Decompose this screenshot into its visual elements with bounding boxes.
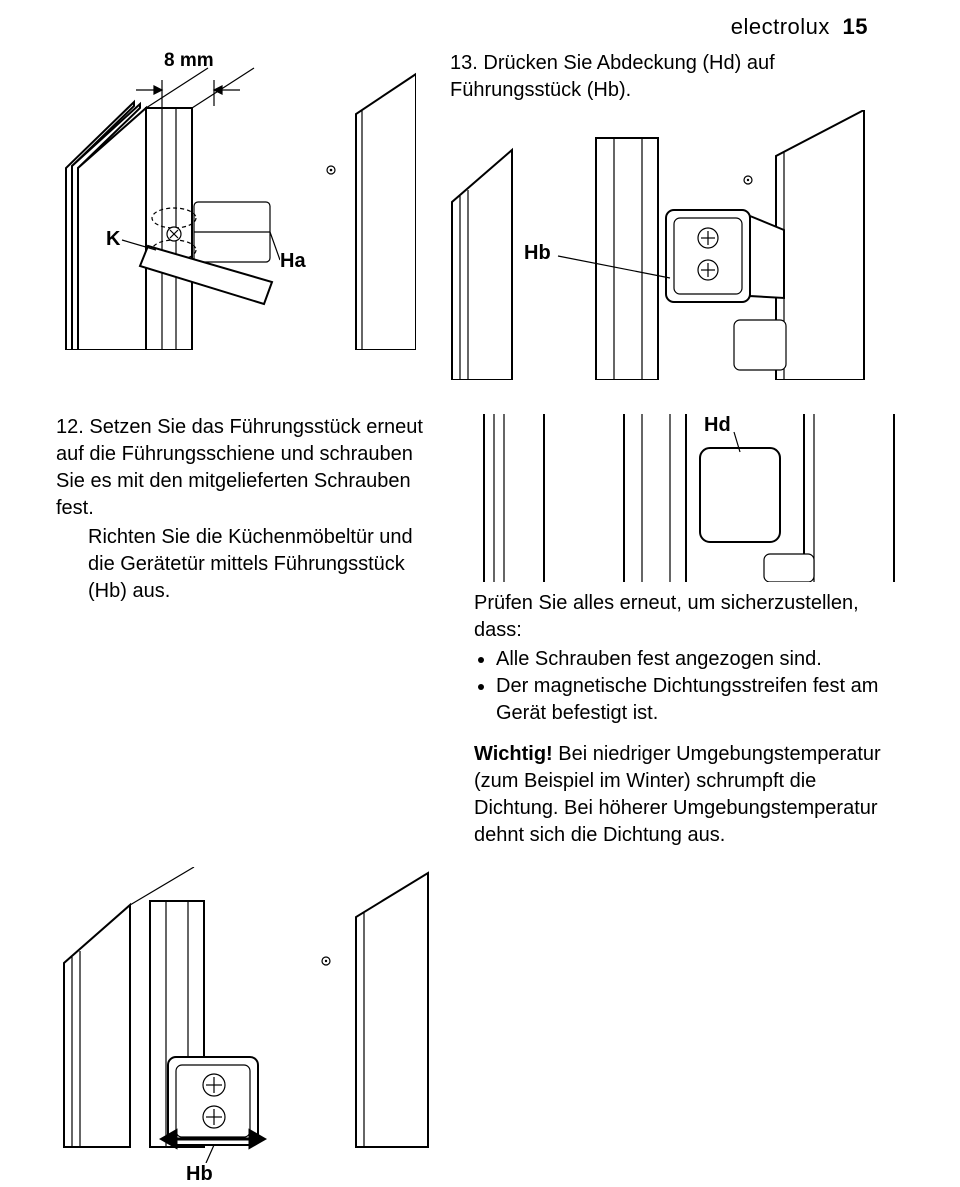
important-block: Wichtig! Bei niedriger Umgebungstemperat… [474,741,904,849]
figure-step12-top-svg [56,50,416,350]
mid-right-col: Hd [474,414,904,849]
label-K: K [106,228,120,251]
label-Hb-top: Hb [524,242,551,265]
check-intro: Prüfen Sie alles erneut, um sicherzustel… [474,590,904,644]
step12-number: 12. [56,416,84,438]
step12-body-a: Setzen Sie das Führungsstück erneut auf … [56,416,423,519]
important-label: Wichtig! [474,743,553,765]
page-number: 15 [843,14,868,39]
check-list: Alle Schrauben fest angezogen sind. Der … [474,646,904,727]
page-header: electrolux 15 [0,0,960,40]
label-Hd: Hd [704,414,731,437]
figure-step13-svg [446,110,876,380]
figure-hb-adjust: Hb [56,867,436,1187]
label-Hb-bottom: Hb [186,1163,213,1186]
label-Ha: Ha [280,250,306,273]
mid-row: 12. Setzen Sie das Führungsstück erneut … [0,414,960,849]
check-item-1: Alle Schrauben fest angezogen sind. [496,646,904,673]
step13-body: Drücken Sie Abdeckung (Hd) auf Führungss… [450,52,775,101]
step12-line1: 12. Setzen Sie das Führungsstück erneut … [56,414,430,522]
figure-hd: Hd [474,414,904,582]
check-item-2: Der magnetische Dichtungsstreifen fest a… [496,673,904,727]
step13-text: 13. Drücken Sie Abdeckung (Hd) auf Führu… [446,50,904,104]
step12-body-b: Richten Sie die Küchenmöbeltür und die G… [56,524,430,605]
step13-number: 13. [450,52,478,74]
top-right-col: 13. Drücken Sie Abdeckung (Hd) auf Führu… [446,50,904,380]
dim-8mm-label: 8 mm [164,50,214,72]
figure-bottom-wrap: Hb [0,867,960,1187]
figure-step13: Hb [446,110,876,380]
top-figure-row: 8 mm K Ha [0,50,960,380]
step12-text-block: 12. Setzen Sie das Führungsstück erneut … [56,414,430,605]
figure-step12-top: 8 mm K Ha [56,50,416,350]
figure-hb-adjust-svg [56,867,436,1187]
figure-hd-svg [474,414,904,582]
brand-text: electrolux [731,14,830,39]
